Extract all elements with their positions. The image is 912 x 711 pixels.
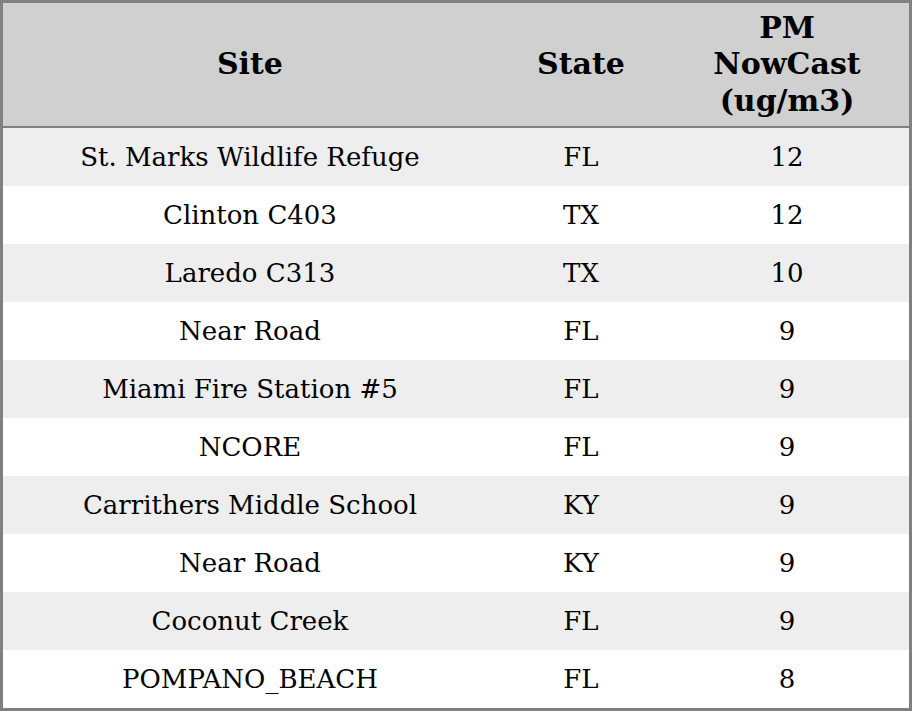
site-cell: Miami Fire Station #5 (2, 360, 497, 418)
state-cell: TX (497, 186, 665, 244)
state-cell: KY (497, 534, 665, 592)
table-header: Site State PM NowCast (ug/m3) (2, 2, 911, 128)
pm-nowcast-cell: 9 (665, 360, 910, 418)
pm-nowcast-cell: 8 (665, 650, 910, 710)
site-cell: St. Marks Wildlife Refuge (2, 127, 497, 186)
site-cell: POMPANO_BEACH (2, 650, 497, 710)
site-cell: Near Road (2, 534, 497, 592)
site-cell: Clinton C403 (2, 186, 497, 244)
pm-nowcast-cell: 10 (665, 244, 910, 302)
pm-nowcast-cell: 9 (665, 534, 910, 592)
site-cell: Near Road (2, 302, 497, 360)
state-cell: FL (497, 418, 665, 476)
column-header-site: Site (2, 2, 497, 128)
state-cell: TX (497, 244, 665, 302)
column-header-pm-nowcast: PM NowCast (ug/m3) (665, 2, 910, 128)
pm-nowcast-table: Site State PM NowCast (ug/m3) St. Marks … (0, 0, 912, 711)
table-row: St. Marks Wildlife Refuge FL 12 (2, 127, 911, 186)
site-cell: Carrithers Middle School (2, 476, 497, 534)
table-body: St. Marks Wildlife Refuge FL 12 Clinton … (2, 127, 911, 710)
table-row: Coconut Creek FL 9 (2, 592, 911, 650)
table-row: Near Road KY 9 (2, 534, 911, 592)
table-row: Clinton C403 TX 12 (2, 186, 911, 244)
pm-nowcast-cell: 9 (665, 418, 910, 476)
pm-nowcast-cell: 9 (665, 476, 910, 534)
table-row: Carrithers Middle School KY 9 (2, 476, 911, 534)
table-row: NCORE FL 9 (2, 418, 911, 476)
pm-nowcast-cell: 9 (665, 302, 910, 360)
header-row: Site State PM NowCast (ug/m3) (2, 2, 911, 128)
site-cell: Laredo C313 (2, 244, 497, 302)
state-cell: FL (497, 592, 665, 650)
pm-nowcast-cell: 9 (665, 592, 910, 650)
state-cell: KY (497, 476, 665, 534)
site-cell: Coconut Creek (2, 592, 497, 650)
table-row: Near Road FL 9 (2, 302, 911, 360)
state-cell: FL (497, 650, 665, 710)
state-cell: FL (497, 302, 665, 360)
table-row: Miami Fire Station #5 FL 9 (2, 360, 911, 418)
pm-nowcast-cell: 12 (665, 186, 910, 244)
site-cell: NCORE (2, 418, 497, 476)
column-header-state: State (497, 2, 665, 128)
pm-nowcast-cell: 12 (665, 127, 910, 186)
table-row: Laredo C313 TX 10 (2, 244, 911, 302)
state-cell: FL (497, 127, 665, 186)
table-row: POMPANO_BEACH FL 8 (2, 650, 911, 710)
state-cell: FL (497, 360, 665, 418)
